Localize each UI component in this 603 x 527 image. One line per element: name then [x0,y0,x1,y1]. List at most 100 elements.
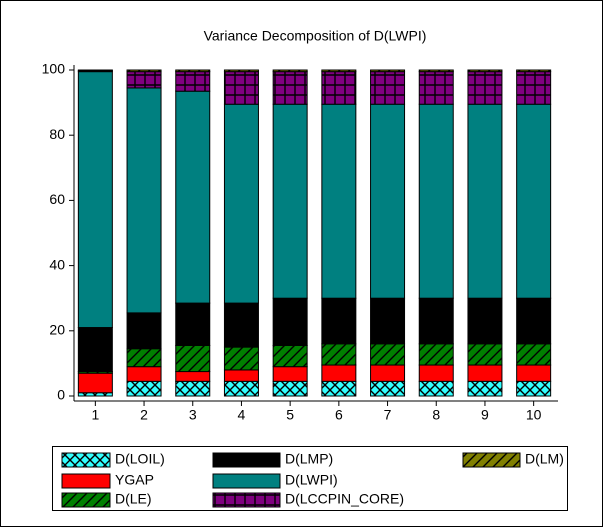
legend-swatch [462,452,521,468]
bar-segment [126,71,162,89]
y-tick-label: 60 [49,191,65,207]
bar-segment [126,366,162,382]
legend-label: D(LWPI) [285,472,338,488]
bar-segment [370,343,406,366]
x-tick-label: 6 [335,407,343,423]
bar-segment [223,369,259,382]
bar-segment [418,103,454,299]
x-tick-label: 10 [526,407,542,423]
bar-segment [467,71,503,105]
bar-segment [467,69,503,73]
bar-segment [126,87,162,314]
bar-segment [418,364,454,382]
bar-segment [467,380,503,397]
legend-swatch [61,492,111,508]
legend-label: YGAP [115,472,154,488]
bar-segment [223,69,259,73]
legend-label: D(LMP) [285,451,333,467]
bar-segment [370,297,406,345]
bar-segment [77,372,113,394]
bar-segment [418,69,454,73]
bar-segment [126,348,162,368]
bar-segment [418,297,454,345]
bar-segment [516,343,552,366]
bar-segment [516,69,552,73]
bar-segment [370,380,406,397]
bar-segment [175,90,211,304]
bar-segment [272,297,308,346]
x-tick-label: 4 [238,407,246,423]
bar-segment [516,71,552,105]
x-tick-label: 9 [481,407,489,423]
bar-segment [321,364,357,382]
bar-segment [467,297,503,345]
bar-segment [223,346,259,371]
bar-segment [175,71,211,92]
bar-segment [223,71,259,105]
bar-segment [272,366,308,382]
bar-segment [321,380,357,397]
x-tick-label: 2 [140,407,148,423]
legend-swatch [61,473,111,489]
bar-segment [77,327,113,373]
x-tick-label: 7 [384,407,392,423]
bar-segment [77,71,113,329]
y-tick-label: 40 [49,256,65,272]
bar-segment [418,380,454,397]
bar-segment [516,103,552,299]
bar-segment [516,380,552,397]
bar-segment [77,69,113,72]
bar-segment [370,103,406,299]
x-tick-label: 5 [286,407,294,423]
bar-segment [467,343,503,366]
bar-segment [272,69,308,73]
legend-swatch [212,452,281,468]
legend-label: D(LCCPIN_CORE) [285,491,404,507]
legend-label: D(LM) [525,451,564,467]
bar-segment [321,71,357,105]
legend-swatch [212,492,281,508]
legend-swatch [61,452,111,468]
x-tick-label: 3 [189,407,197,423]
x-tick-label: 1 [91,407,99,423]
bar-segment [126,380,162,397]
legend-label: D(LE) [115,491,152,507]
legend-swatch [212,473,281,489]
bar-segment [126,312,162,350]
bar-segment [321,103,357,299]
bar-segment [272,71,308,105]
bar-segment [126,69,162,73]
bar-segment [370,71,406,105]
bar-segment [272,103,308,299]
y-tick-label: 20 [49,322,65,338]
bar-segment [370,69,406,73]
y-tick-label: 0 [57,387,65,403]
bar-segment [516,364,552,382]
bar-segment [321,69,357,73]
y-tick-label: 80 [49,126,65,142]
bar-segment [175,344,211,373]
bar-segment [516,297,552,345]
bar-segment [418,343,454,366]
bar-segment [272,380,308,397]
bar-segment [175,69,211,73]
bar-segment [370,364,406,382]
chart-title: Variance Decomposition of D(LWPI) [204,28,427,44]
bar-segment [321,297,357,345]
bar-segment [175,371,211,382]
bar-segment [175,380,211,397]
bar-segment [223,302,259,348]
bar-segment [223,380,259,397]
bar-segment [223,103,259,304]
legend-label: D(LOIL) [115,451,165,467]
y-tick-label: 100 [42,61,66,77]
bar-segment [467,103,503,299]
bar-segment [467,364,503,382]
bar-segment [175,302,211,346]
bar-segment [418,71,454,105]
bar-segment [272,344,308,368]
bar-segment [321,343,357,366]
x-tick-label: 8 [432,407,440,423]
